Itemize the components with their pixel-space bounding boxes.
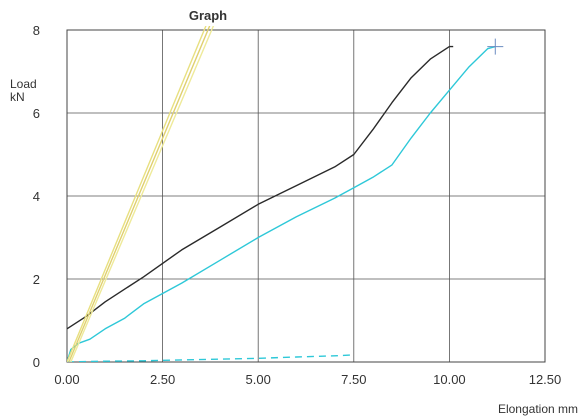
y-tick-label: 8 xyxy=(33,23,40,38)
y-tick-label: 4 xyxy=(33,189,40,204)
series-line-5 xyxy=(68,26,211,362)
series-line-1 xyxy=(67,45,454,330)
x-tick-label: 0.00 xyxy=(54,372,79,387)
y-tick-label: 2 xyxy=(33,272,40,287)
y-tick-label: 6 xyxy=(33,106,40,121)
x-tick-label: 2.50 xyxy=(150,372,175,387)
end-marker xyxy=(487,38,504,55)
x-tick-label: 5.00 xyxy=(246,372,271,387)
y-axis-label-load: Load xyxy=(10,77,37,91)
series-line-4 xyxy=(67,26,207,362)
x-tick-label: 7.50 xyxy=(341,372,366,387)
y-tick-labels: 0 2 4 6 8 xyxy=(33,23,40,370)
series-line-2 xyxy=(67,45,496,362)
series-layer xyxy=(67,26,496,362)
plot-frame xyxy=(66,29,546,363)
y-axis-label-unit: kN xyxy=(10,90,25,104)
chart-title: Graph xyxy=(189,8,227,23)
series-line-6 xyxy=(70,26,215,362)
x-axis-label: Elongation mm xyxy=(498,402,578,416)
marker-layer xyxy=(487,38,504,55)
x-tick-label: 12.50 xyxy=(529,372,562,387)
x-tick-labels: 0.00 2.50 5.00 7.50 10.00 12.50 xyxy=(54,372,561,387)
series-line-3 xyxy=(67,354,354,362)
y-tick-label: 0 xyxy=(33,355,40,370)
x-tick-label: 10.00 xyxy=(433,372,466,387)
